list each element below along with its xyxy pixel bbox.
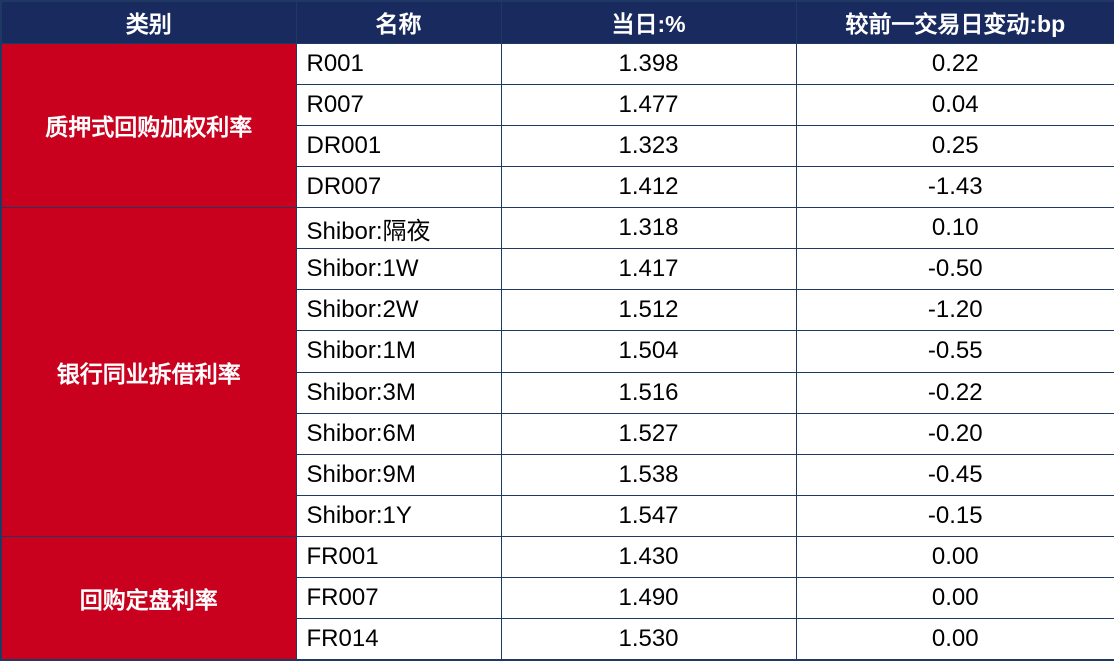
category-cell: 回购定盘利率 xyxy=(0,536,297,661)
instrument-name-cell: Shibor:9M xyxy=(295,453,502,496)
change-bp-cell: -0.22 xyxy=(795,371,1114,414)
instrument-name-cell: R001 xyxy=(295,42,502,85)
change-bp-cell: -0.20 xyxy=(795,412,1114,455)
table-body: 质押式回购加权利率 R001 1.398 0.22 R007 1.477 0.04 DR001… xyxy=(0,42,1114,661)
table-row: 质押式回购加权利率 R001 1.398 0.22 xyxy=(0,42,1114,208)
instrument-name-cell: Shibor:3M xyxy=(295,371,502,414)
current-rate-cell: 1.490 xyxy=(500,577,797,620)
instrument-name-cell: Shibor:隔夜 xyxy=(295,206,502,250)
table-row: DR007 1.412 -1.43 xyxy=(1,165,1114,209)
table-row: Shibor:1W 1.417 -0.50 xyxy=(1,248,1114,291)
category-cell: 质押式回购加权利率 xyxy=(0,42,297,208)
instrument-name-cell: FR007 xyxy=(295,577,502,620)
table-row: Shibor:3M 1.516 -0.22 xyxy=(1,371,1114,414)
instrument-name-cell: Shibor:1Y xyxy=(295,494,502,538)
instrument-name-cell: DR001 xyxy=(295,124,502,167)
instrument-name-cell: Shibor:6M xyxy=(295,412,502,455)
change-bp-cell: 0.00 xyxy=(795,618,1114,661)
current-rate-cell: 1.516 xyxy=(500,371,797,414)
current-rate-cell: 1.512 xyxy=(500,289,797,332)
current-rate-cell: 1.417 xyxy=(500,248,797,291)
current-rate-cell: 1.430 xyxy=(500,535,797,579)
current-rate-cell: 1.412 xyxy=(500,165,797,209)
header-name: 名称 xyxy=(295,0,502,44)
table-row: 银行同业拆借利率 Shibor:隔夜 1.318 0.10 xyxy=(0,206,1114,537)
table-row: Shibor:2W 1.512 -1.20 xyxy=(1,289,1114,332)
current-rate-cell: 1.538 xyxy=(500,453,797,496)
instrument-name-cell: Shibor:2W xyxy=(295,289,502,332)
current-rate-cell: 1.398 xyxy=(500,42,797,85)
table-row: FR014 1.530 0.00 xyxy=(1,618,1114,661)
instrument-name-cell: FR014 xyxy=(295,618,502,661)
instrument-name-cell: FR001 xyxy=(295,535,502,579)
header-change-bp: 较前一交易日变动:bp xyxy=(795,0,1114,44)
table-row: R007 1.477 0.04 xyxy=(1,83,1114,126)
instrument-name-cell: R007 xyxy=(295,83,502,126)
change-bp-cell: 0.25 xyxy=(795,124,1114,167)
current-rate-cell: 1.318 xyxy=(500,206,797,250)
change-bp-cell: 0.10 xyxy=(795,206,1114,250)
table-header-row: 类别 名称 当日:% 较前一交易日变动:bp xyxy=(0,0,1114,44)
current-rate-cell: 1.477 xyxy=(500,83,797,126)
change-bp-cell: 0.22 xyxy=(795,42,1114,85)
change-bp-cell: -0.15 xyxy=(795,494,1114,538)
change-bp-cell: -1.20 xyxy=(795,289,1114,332)
current-rate-cell: 1.547 xyxy=(500,494,797,538)
header-current-day: 当日:% xyxy=(500,0,797,44)
table-row: Shibor:9M 1.538 -0.45 xyxy=(1,453,1114,496)
category-cell: 银行同业拆借利率 xyxy=(0,207,297,537)
table-row: Shibor:6M 1.527 -0.20 xyxy=(1,412,1114,455)
change-bp-cell: -1.43 xyxy=(795,165,1114,209)
change-bp-cell: 0.00 xyxy=(795,535,1114,579)
change-bp-cell: 0.00 xyxy=(795,577,1114,620)
current-rate-cell: 1.504 xyxy=(500,330,797,373)
instrument-name-cell: DR007 xyxy=(295,165,502,209)
change-bp-cell: -0.50 xyxy=(795,248,1114,291)
instrument-name-cell: Shibor:1W xyxy=(295,248,502,291)
current-rate-cell: 1.530 xyxy=(500,618,797,661)
current-rate-cell: 1.527 xyxy=(500,412,797,455)
current-rate-cell: 1.323 xyxy=(500,124,797,167)
change-bp-cell: -0.55 xyxy=(795,330,1114,373)
table-row: 回购定盘利率 FR001 1.430 0.00 xyxy=(0,535,1114,661)
change-bp-cell: -0.45 xyxy=(795,453,1114,496)
instrument-name-cell: Shibor:1M xyxy=(295,330,502,373)
header-category: 类别 xyxy=(0,0,297,44)
change-bp-cell: 0.04 xyxy=(795,83,1114,126)
